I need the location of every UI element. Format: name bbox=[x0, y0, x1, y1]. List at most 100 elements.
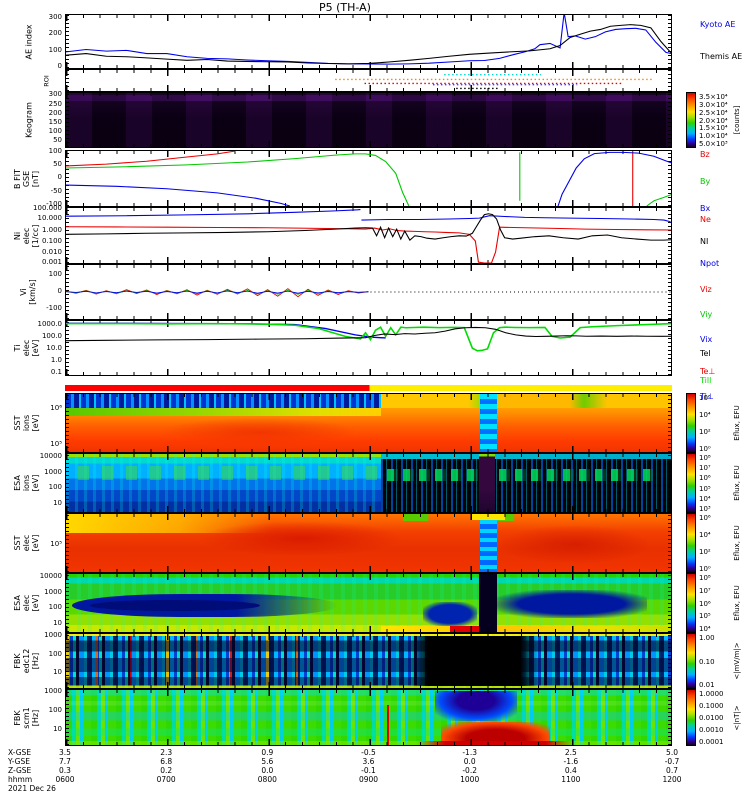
y-tick-label: 10⁶ bbox=[50, 404, 62, 412]
colorbar-keogram bbox=[686, 92, 696, 148]
colorbar-tick-label: 2.0×10⁴ bbox=[699, 116, 728, 125]
panel-b-fit-gse bbox=[65, 150, 672, 207]
y-tick-label: 1000 bbox=[44, 587, 62, 596]
heatmap-feature bbox=[199, 520, 405, 556]
panel-label-line: [Hz] bbox=[30, 709, 40, 726]
y-tick-label: 1000.0 bbox=[37, 320, 63, 329]
bottom-row-value: 0700 bbox=[156, 775, 176, 784]
bottom-row-value: 2.5 bbox=[564, 748, 577, 757]
series-Viy bbox=[66, 289, 369, 295]
bottom-row-label: Z-GSE bbox=[8, 766, 32, 775]
legend-till: Till bbox=[700, 376, 712, 385]
bottom-row-value: 0.4 bbox=[564, 766, 577, 775]
panel-label-line: [eV] bbox=[30, 594, 40, 612]
legend-ni: NI bbox=[700, 237, 709, 246]
heatmap-feature bbox=[495, 590, 647, 619]
perigee-stripe bbox=[479, 454, 495, 512]
y-tick-label: 0 bbox=[57, 173, 62, 182]
colorbar-sst-ions bbox=[686, 393, 696, 453]
y-tick-label: 100 bbox=[48, 483, 62, 492]
bottom-row-value: 0.3 bbox=[59, 766, 71, 775]
panel-label-line: [eV] bbox=[30, 534, 40, 552]
legend-te-: Te⊥ bbox=[700, 367, 716, 376]
bfit-lines bbox=[66, 151, 671, 206]
y-tick-label: -100 bbox=[46, 200, 62, 209]
heatmap-feature bbox=[66, 407, 381, 417]
ti-lines bbox=[66, 322, 671, 352]
colorbar-unit-label: <|mV/m|> bbox=[733, 642, 741, 680]
y-tick-label: -100 bbox=[46, 304, 62, 313]
colorbar-tick-label: 10⁶ bbox=[699, 514, 711, 522]
series-Ne bbox=[66, 226, 501, 263]
y-tick-label: 100.0 bbox=[41, 332, 62, 341]
legend-themis-ae: Themis AE bbox=[700, 52, 743, 61]
panel-label-bfit: B FIT GSE [nT] bbox=[13, 169, 40, 189]
legend-tel: Tel bbox=[700, 349, 711, 358]
colorbar-tick-label: 10⁷ bbox=[699, 586, 711, 595]
panel-label-fbk1: FBK edc12 [Hz] bbox=[13, 649, 40, 674]
colorbar-tick-label: 10³ bbox=[699, 505, 711, 513]
heatmap-texture bbox=[66, 93, 671, 147]
bottom-row-value: 0.0 bbox=[261, 766, 274, 775]
colorbar-tick-label: 10⁵ bbox=[699, 612, 711, 621]
colorbar-tick-label: 3.0×10⁴ bbox=[699, 100, 728, 109]
colorbar-tick-label: 0.01 bbox=[699, 681, 715, 689]
y-tick-label: 0 bbox=[57, 286, 62, 295]
bottom-row-value: 0.9 bbox=[261, 748, 274, 757]
legend-ti-: Ti⊥ bbox=[700, 392, 714, 401]
series-Bx bbox=[66, 184, 291, 206]
bottom-row-value: 0.7 bbox=[666, 766, 678, 775]
bottom-row-label: hhmm bbox=[8, 775, 33, 784]
series-NI bbox=[66, 213, 671, 241]
panel-label-sst_elec: SST elec [eV] bbox=[13, 534, 40, 552]
heatmap-texture bbox=[66, 454, 381, 512]
bottom-row-value: 5.0 bbox=[666, 748, 678, 757]
y-tick-label: 100 bbox=[48, 147, 62, 156]
heatmap-feature bbox=[380, 394, 671, 408]
colorbar-fbk-scm bbox=[686, 689, 696, 746]
panel-label-keo: Keogram bbox=[25, 102, 35, 138]
y-tick-label: 100 bbox=[48, 127, 62, 136]
heatmap-texture bbox=[66, 690, 671, 745]
legend-npot: Npot bbox=[700, 259, 720, 268]
heatmap-feature bbox=[422, 601, 478, 627]
panel-label-line: [1/cc] bbox=[30, 224, 40, 247]
panel-roi bbox=[65, 69, 672, 92]
bottom-row-value: 5.6 bbox=[261, 757, 274, 766]
y-tick-label: 1000 bbox=[44, 631, 62, 640]
colorbar-sst-electrons bbox=[686, 513, 696, 573]
bottom-row-value: 1200 bbox=[662, 775, 682, 784]
colorbar-tick-label: 10² bbox=[699, 428, 711, 436]
y-tick-label: 100 bbox=[48, 706, 62, 715]
colorbar-tick-label: 3.5×10⁴ bbox=[699, 93, 728, 101]
colorbar-tick-label: 0.1000 bbox=[699, 702, 724, 710]
roi-lines bbox=[335, 73, 653, 90]
colorbar-tick-label: 0.0001 bbox=[699, 738, 724, 746]
colorbar-tick-label: 1.0000 bbox=[699, 690, 724, 698]
legend-vix: Vix bbox=[700, 335, 713, 344]
bottom-row-value: 0900 bbox=[358, 775, 379, 784]
y-tick-label: 50 bbox=[53, 160, 62, 169]
panel-temperature bbox=[65, 320, 672, 376]
colorbar-tick-label: 2.5×10⁴ bbox=[699, 108, 728, 117]
perigee-stripe bbox=[478, 574, 497, 632]
panel-label-line: [eV] bbox=[30, 474, 40, 492]
y-tick-label: 0 bbox=[57, 62, 62, 71]
bottom-row-value: 1000 bbox=[460, 775, 480, 784]
y-tick-label: 10⁵ bbox=[50, 540, 62, 549]
y-tick-label: 200 bbox=[48, 108, 62, 117]
y-tick-label: 300 bbox=[48, 90, 62, 99]
heatmap-feature bbox=[66, 394, 381, 408]
series-Npot bbox=[66, 209, 361, 217]
y-tick-label: 10 bbox=[53, 668, 62, 677]
colorbar-tick-label: 10⁰ bbox=[699, 565, 711, 573]
y-tick-label: 0.1 bbox=[50, 367, 62, 376]
panel-label-esa_ions: ESA ions [eV] bbox=[13, 474, 40, 492]
colorbar-tick-label: 10⁶ bbox=[699, 394, 711, 402]
panel-esa-electrons bbox=[65, 573, 672, 633]
colorbar-tick-label: 10⁴ bbox=[699, 625, 711, 633]
bottom-row-value: -0.1 bbox=[361, 766, 376, 775]
y-tick-label: 1000 bbox=[44, 687, 62, 696]
legend-viy: Viy bbox=[700, 310, 713, 319]
